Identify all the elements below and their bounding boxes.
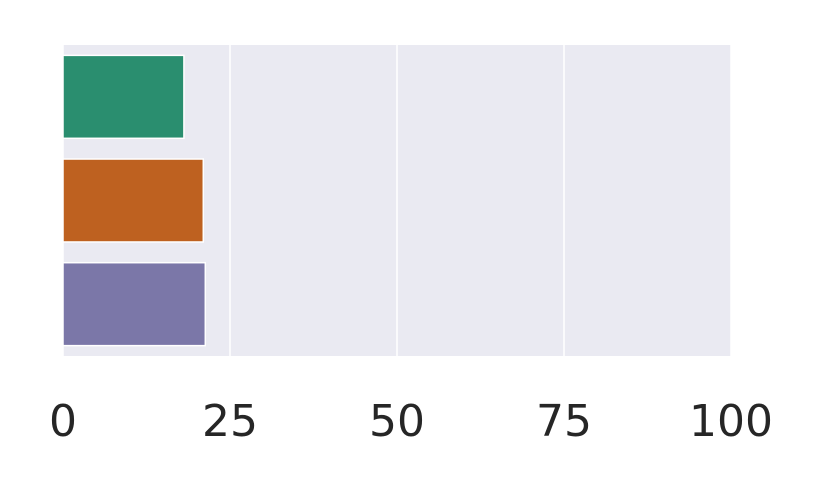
x-tick-label: 100 <box>689 396 773 447</box>
bar <box>62 261 207 347</box>
x-tick-label: 50 <box>369 396 425 447</box>
x-tick-label: 75 <box>536 396 592 447</box>
x-tick-label: 25 <box>202 396 258 447</box>
x-tick-label: 0 <box>49 396 77 447</box>
bar <box>62 158 205 243</box>
bar <box>62 54 185 140</box>
